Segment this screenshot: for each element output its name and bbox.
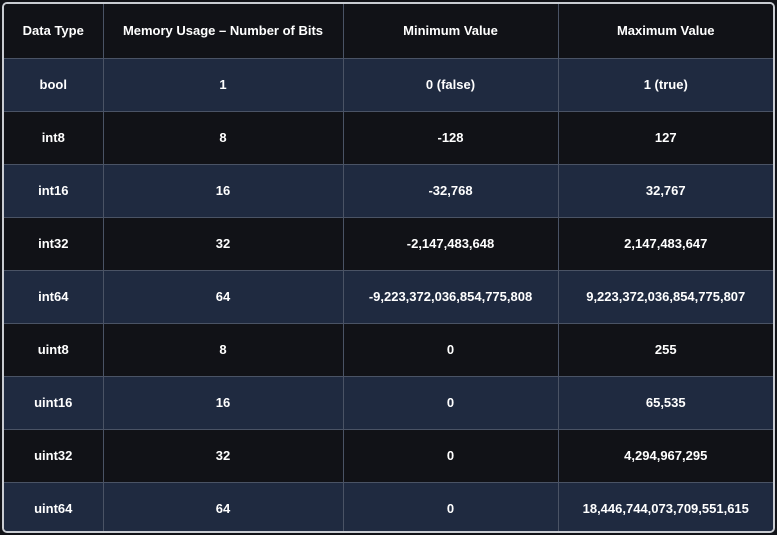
table-row: int16 16 -32,768 32,767 [4,163,773,218]
cell-min: -9,223,372,036,854,775,808 [342,269,559,324]
cell-max: 2,147,483,647 [557,216,773,271]
cell-data-type: int16 [4,163,104,218]
cell-min: 0 [342,428,559,483]
cell-max: 1 (true) [557,57,773,112]
cell-bits: 32 [102,216,344,271]
table-row: uint16 16 0 65,535 [4,375,773,430]
table-row: bool 1 0 (false) 1 (true) [4,57,773,112]
cell-bits: 64 [102,269,344,324]
cell-min: 0 [342,322,559,377]
cell-min: -32,768 [342,163,559,218]
cell-bits: 8 [102,322,344,377]
cell-max: 32,767 [557,163,773,218]
table-row: int64 64 -9,223,372,036,854,775,808 9,22… [4,269,773,324]
cell-max: 9,223,372,036,854,775,807 [557,269,773,324]
cell-bits: 16 [102,375,344,430]
header-data-type: Data Type [4,4,104,59]
cell-min: 0 [342,481,559,531]
cell-max: 4,294,967,295 [557,428,773,483]
cell-data-type: uint16 [4,375,104,430]
cell-data-type: uint8 [4,322,104,377]
cell-bits: 64 [102,481,344,531]
cell-min: -2,147,483,648 [342,216,559,271]
cell-data-type: int8 [4,110,104,165]
cell-max: 255 [557,322,773,377]
table-row: uint64 64 0 18,446,744,073,709,551,615 [4,481,773,531]
data-types-table: Data Type Memory Usage – Number of Bits … [4,4,773,531]
cell-max: 127 [557,110,773,165]
cell-data-type: bool [4,57,104,112]
header-minimum-value: Minimum Value [342,4,559,59]
header-maximum-value: Maximum Value [557,4,773,59]
cell-bits: 32 [102,428,344,483]
cell-data-type: int32 [4,216,104,271]
cell-bits: 16 [102,163,344,218]
table-row: int8 8 -128 127 [4,110,773,165]
table-row: uint32 32 0 4,294,967,295 [4,428,773,483]
cell-data-type: uint32 [4,428,104,483]
cell-bits: 8 [102,110,344,165]
table-header-row: Data Type Memory Usage – Number of Bits … [4,4,773,59]
cell-data-type: uint64 [4,481,104,531]
cell-min: -128 [342,110,559,165]
cell-max: 18,446,744,073,709,551,615 [557,481,773,531]
cell-data-type: int64 [4,269,104,324]
cell-min: 0 (false) [342,57,559,112]
cell-max: 65,535 [557,375,773,430]
cell-bits: 1 [102,57,344,112]
table-row: int32 32 -2,147,483,648 2,147,483,647 [4,216,773,271]
table-row: uint8 8 0 255 [4,322,773,377]
cell-min: 0 [342,375,559,430]
header-memory-usage: Memory Usage – Number of Bits [102,4,344,59]
